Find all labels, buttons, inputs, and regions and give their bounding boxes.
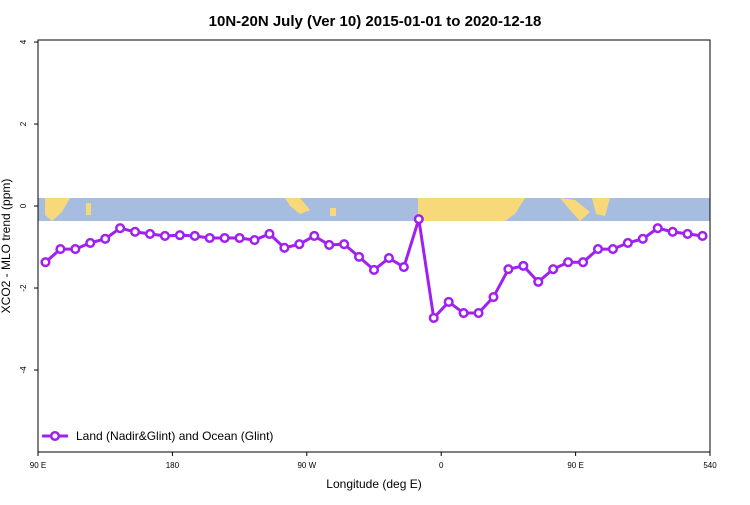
data-point (697, 230, 708, 242)
data-point (682, 228, 693, 239)
data-point (398, 262, 409, 273)
data-point (667, 226, 678, 237)
y-tick-label: 4 (19, 39, 28, 44)
y-tick-label: -2 (19, 284, 28, 292)
data-point (279, 242, 290, 253)
data-point (548, 264, 559, 275)
data-point (354, 251, 365, 262)
data-point (204, 232, 215, 244)
x-axis-label: Longitude (deg E) (326, 477, 421, 491)
y-tick-label: -4 (19, 366, 28, 374)
data-point (234, 232, 245, 244)
data-point (294, 239, 305, 250)
data-point (533, 276, 544, 287)
data-point (473, 307, 484, 319)
data-point (40, 257, 51, 268)
data-point (563, 257, 574, 268)
data-point (592, 244, 604, 255)
data-point (637, 233, 648, 244)
data-point (383, 253, 394, 264)
data-point (607, 244, 618, 255)
data-point (174, 230, 185, 241)
data-point (578, 257, 589, 268)
chart-title: 10N-20N July (Ver 10) 2015-01-01 to 2020… (209, 13, 542, 30)
data-point (488, 291, 499, 303)
data-point (652, 223, 663, 234)
plot-frame (37, 39, 711, 453)
data-point (189, 230, 200, 242)
data-point (219, 232, 230, 244)
x-tick-label: 180 (166, 461, 180, 470)
data-point (249, 235, 260, 246)
data-point (264, 228, 275, 239)
data-point (324, 239, 335, 251)
y-tick-label: 0 (19, 203, 28, 208)
data-point (518, 260, 529, 271)
data-point (85, 237, 96, 248)
data-point (413, 214, 424, 225)
data-point (70, 244, 81, 255)
x-tick-label: 90 W (297, 461, 316, 470)
y-tick-label: 2 (19, 121, 28, 126)
data-point (309, 230, 320, 242)
x-tick-label: 0 (439, 461, 444, 470)
x-tick-label: 90 E (567, 461, 583, 470)
legend-marker (49, 430, 61, 442)
data-point (443, 296, 454, 308)
y-axis-label: XCO2 - MLO trend (ppm) (0, 179, 13, 314)
data-point (159, 230, 170, 242)
data-point (368, 264, 380, 276)
data-point (55, 244, 66, 255)
data-point (100, 233, 111, 244)
data-point (622, 237, 633, 248)
x-tick-label: 540 (703, 461, 717, 470)
data-point (339, 239, 350, 250)
data-point (458, 307, 469, 319)
data-point (144, 228, 156, 239)
legend-label: Land (Nadir&Glint) and Ocean (Glint) (76, 429, 273, 443)
map-band (38, 198, 710, 221)
data-point (130, 226, 141, 237)
data-point (503, 264, 514, 275)
data-point (428, 312, 439, 323)
data-point (115, 223, 126, 234)
x-tick-label: 90 E (30, 461, 46, 470)
